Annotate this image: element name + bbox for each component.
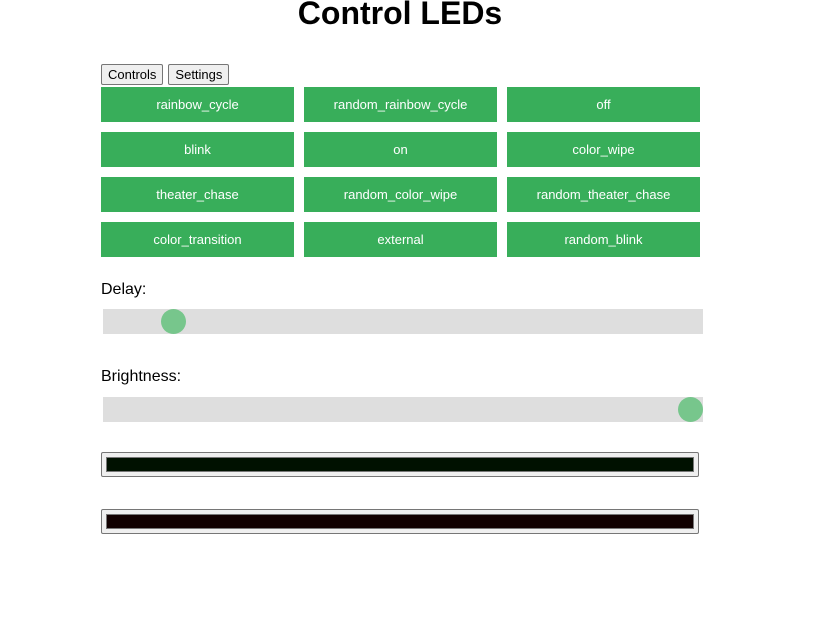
- mode-button-rainbow-cycle[interactable]: rainbow_cycle: [101, 87, 294, 122]
- color-picker-2[interactable]: [101, 509, 699, 534]
- delay-slider-thumb[interactable]: [160, 309, 186, 334]
- color-swatch: [106, 457, 694, 472]
- mode-button-external[interactable]: external: [304, 222, 497, 257]
- mode-button-color-transition[interactable]: color_transition: [101, 222, 294, 257]
- mode-button-random-blink[interactable]: random_blink: [507, 222, 700, 257]
- tab-bar: Controls Settings: [101, 64, 230, 85]
- tab-settings[interactable]: Settings: [168, 64, 230, 85]
- color-swatch: [106, 514, 694, 529]
- color-picker-1[interactable]: [101, 452, 699, 477]
- mode-button-blink[interactable]: blink: [101, 132, 294, 167]
- mode-button-random-theater-chase[interactable]: random_theater_chase: [507, 177, 700, 212]
- mode-button-off[interactable]: off: [507, 87, 700, 122]
- page-title: Control LEDs: [297, 0, 503, 31]
- mode-button-grid: rainbow_cycle random_rainbow_cycle off blin…: [101, 87, 700, 257]
- mode-button-random-rainbow-cycle[interactable]: random_rainbow_cycle: [304, 87, 497, 122]
- mode-button-color-wipe[interactable]: color_wipe: [507, 132, 700, 167]
- mode-button-random-color-wipe[interactable]: random_color_wipe: [304, 177, 497, 212]
- brightness-label: Brightness:: [101, 368, 182, 385]
- mode-button-theater-chase[interactable]: theater_chase: [101, 177, 294, 212]
- delay-label: Delay:: [101, 281, 147, 298]
- brightness-slider[interactable]: [103, 397, 703, 422]
- mode-button-on[interactable]: on: [304, 132, 497, 167]
- delay-slider[interactable]: [103, 309, 703, 334]
- tab-controls[interactable]: Controls: [101, 64, 164, 85]
- brightness-slider-thumb[interactable]: [678, 397, 703, 422]
